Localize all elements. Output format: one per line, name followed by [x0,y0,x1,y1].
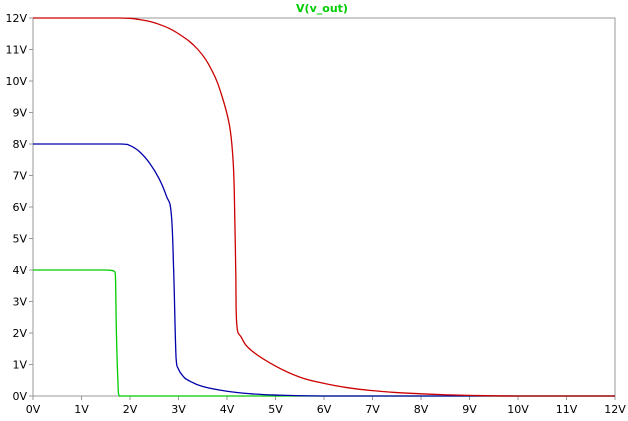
series-line-2 [33,143,615,397]
x-tick-label: 9V [462,403,477,416]
series-line-1 [33,269,615,397]
x-tick-label: 8V [414,403,429,416]
x-tick-label: 10V [507,403,529,416]
y-tick-labels: 0V 1V 2V 3V 4V 5V 6V 7V 8V 9V 10V 11V 12V [5,12,27,403]
y-tick-label: 9V [12,107,27,120]
y-tick-label: 11V [5,44,27,57]
series-line-3 [33,17,615,397]
x-tick-label: 0V [26,403,41,416]
y-tick-label: 4V [12,264,27,277]
x-tick-label: 3V [171,403,186,416]
y-tick-label: 10V [5,75,27,88]
plot-frame [32,17,616,397]
x-tick-label: 11V [556,403,578,416]
x-tick-label: 5V [268,403,283,416]
y-tick-label: 12V [5,12,27,25]
x-tick-marks [32,396,616,400]
x-tick-label: 2V [123,403,138,416]
series-group [33,17,615,397]
x-tick-label: 7V [365,403,380,416]
x-tick-label: 1V [74,403,89,416]
y-tick-label: 8V [12,138,27,151]
y-tick-label: 0V [12,390,27,403]
y-tick-label: 7V [12,170,27,183]
x-tick-label: 6V [317,403,332,416]
x-tick-label: 4V [220,403,235,416]
y-tick-label: 5V [12,233,27,246]
y-tick-label: 6V [12,201,27,214]
y-tick-marks [29,17,33,397]
y-tick-label: 3V [12,296,27,309]
chart-title: V(v_out) [296,2,348,15]
x-tick-label: 12V [604,403,626,416]
x-tick-labels: 0V 1V 2V 3V 4V 5V 6V 7V 8V 9V 10V 11V 12V [26,403,626,416]
y-tick-label: 1V [12,359,27,372]
y-tick-label: 2V [12,327,27,340]
